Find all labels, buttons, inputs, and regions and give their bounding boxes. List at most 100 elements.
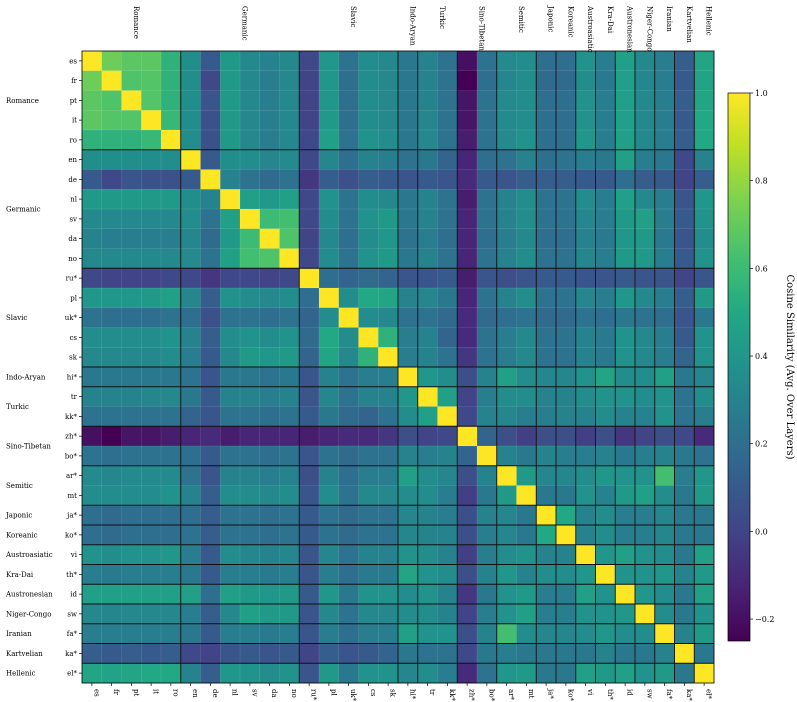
row-label: ro [69, 136, 77, 144]
row-label: sv [69, 215, 77, 223]
heatmap-cell [595, 426, 616, 447]
heatmap-cell [476, 445, 498, 467]
heatmap-cell [259, 623, 281, 645]
heatmap-cell [575, 90, 597, 111]
heatmap-cell [654, 663, 676, 684]
heatmap-cell [536, 169, 557, 190]
heatmap-cell [674, 603, 695, 625]
heatmap-cell [694, 327, 715, 348]
heatmap-cell [239, 406, 261, 427]
heatmap-cell [555, 129, 577, 151]
heatmap-cell [160, 643, 182, 664]
family-label-left: Koreanic [6, 531, 38, 539]
heatmap-cells [81, 50, 715, 684]
heatmap-cell [555, 445, 577, 467]
heatmap-cell [417, 485, 439, 506]
heatmap-cell [121, 623, 142, 645]
heatmap-cell [338, 505, 360, 526]
heatmap-cell [81, 643, 103, 664]
heatmap-cell [338, 307, 360, 329]
heatmap-cell [378, 465, 399, 487]
heatmap-cell [536, 287, 557, 309]
heatmap-cell [160, 307, 182, 329]
colorbar-label: Cosine Similarity (Avg. Over Layers) [784, 274, 795, 459]
column-language-labels: es fr pt it ro en de nl sv da no ru* pl uk* cs sk hi* tr k… [91, 683, 713, 702]
heatmap-cell [180, 603, 202, 625]
heatmap-cell [279, 643, 300, 664]
colorbar-tick-label: 0.0 [755, 527, 768, 536]
heatmap-cell [279, 149, 300, 171]
heatmap-cell [634, 129, 656, 151]
row-label: pl [70, 294, 77, 302]
heatmap-cell [180, 307, 202, 329]
heatmap-cell [417, 603, 439, 625]
heatmap-cell [496, 603, 518, 625]
heatmap-cell [101, 129, 123, 151]
heatmap-cell [457, 406, 478, 427]
heatmap-cell [555, 268, 577, 289]
heatmap-cell [496, 70, 518, 92]
row-label: mt [68, 492, 78, 500]
heatmap-cell [259, 307, 281, 329]
heatmap-cell [397, 327, 419, 348]
heatmap-cell [101, 169, 123, 190]
heatmap-cell [516, 248, 537, 269]
heatmap-cell [575, 505, 597, 526]
heatmap-cell [536, 110, 557, 131]
heatmap-cell [476, 327, 498, 348]
heatmap-cell [634, 50, 656, 72]
heatmap-cell [378, 307, 399, 329]
family-label-top: Indo-Aryan [408, 6, 416, 46]
heatmap-cell [81, 406, 103, 427]
heatmap-cell [378, 663, 399, 684]
family-labels-top: Romance Germanic Slavic Indo-Aryan Turkic Sin… [132, 5, 713, 53]
heatmap-cell [141, 208, 162, 230]
heatmap-cell [180, 248, 202, 269]
heatmap-cell [476, 169, 498, 190]
heatmap-cell [318, 623, 340, 645]
heatmap-cell [160, 663, 182, 684]
heatmap-cell [437, 129, 458, 151]
heatmap-cell [457, 445, 478, 467]
heatmap-cell [595, 90, 616, 111]
heatmap-cell [615, 445, 636, 467]
heatmap-cell [279, 623, 300, 645]
heatmap-cell [437, 426, 458, 447]
family-label-left: Niger-Congo [6, 610, 51, 618]
heatmap-cell [141, 623, 162, 645]
heatmap-cell [101, 327, 123, 348]
heatmap-cell [121, 465, 142, 487]
heatmap-cell [279, 287, 300, 309]
heatmap-cell [496, 208, 518, 230]
heatmap-cell [318, 149, 340, 171]
heatmap-cell [595, 603, 616, 625]
heatmap-cell [220, 426, 241, 447]
heatmap-cell [299, 524, 320, 546]
heatmap-cell [160, 485, 182, 506]
heatmap-cell [299, 445, 320, 467]
heatmap-cell [575, 485, 597, 506]
heatmap-cell [81, 327, 103, 348]
heatmap-cell [437, 268, 458, 289]
heatmap-cell [200, 445, 221, 467]
heatmap-cell [220, 524, 241, 546]
heatmap-cell [575, 386, 597, 408]
heatmap-cell [318, 287, 340, 309]
heatmap-cell [634, 347, 656, 368]
heatmap-cell [555, 505, 577, 526]
heatmap-cell [81, 268, 103, 289]
family-label-top: Semitic [517, 6, 525, 33]
heatmap-cell [397, 544, 419, 566]
heatmap-cell [279, 445, 300, 467]
family-label-left: Semitic [6, 482, 33, 490]
heatmap-cell [200, 386, 221, 408]
heatmap-cell [694, 505, 715, 526]
heatmap-cell [180, 149, 202, 171]
heatmap-cell [220, 564, 241, 585]
heatmap-cell [279, 603, 300, 625]
row-label: nl [70, 196, 78, 204]
heatmap-cell [220, 268, 241, 289]
heatmap-cell [694, 208, 715, 230]
heatmap-cell [555, 90, 577, 111]
heatmap-cell [141, 327, 162, 348]
